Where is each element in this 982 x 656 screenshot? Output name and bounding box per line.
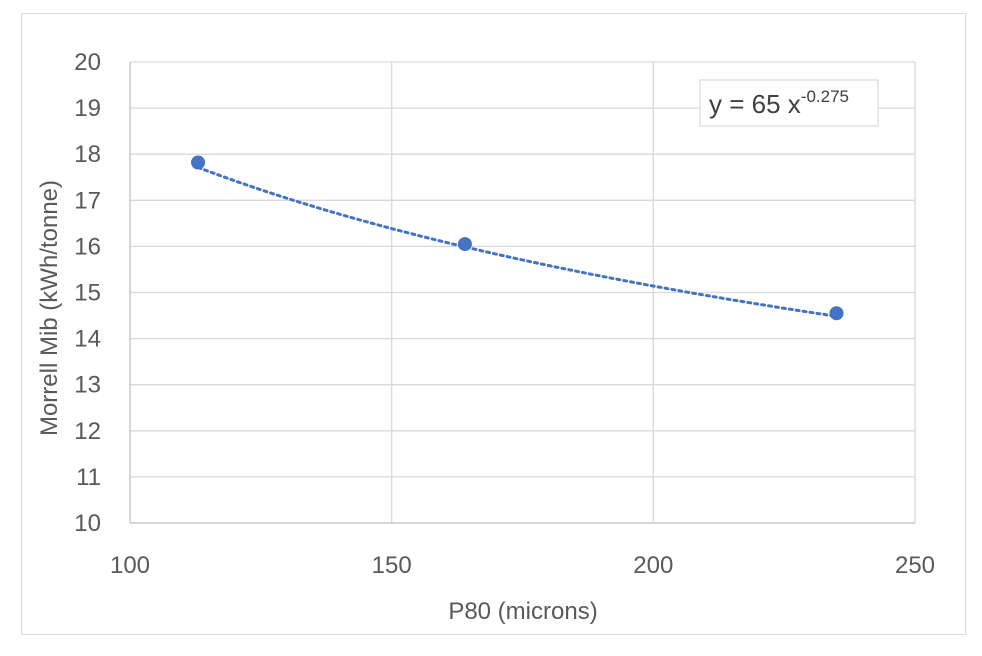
x-tick-label: 200	[633, 552, 673, 579]
x-tick-label: 100	[110, 552, 150, 579]
data-point	[829, 306, 844, 321]
x-tick-label: 250	[895, 552, 935, 579]
y-tick-label: 11	[76, 464, 101, 491]
y-tick-label: 18	[74, 141, 101, 168]
y-tick-label: 16	[74, 233, 101, 260]
y-tick-label: 13	[74, 372, 101, 399]
gridlines	[130, 61, 916, 523]
y-tick-label: 17	[74, 187, 101, 214]
power-trendline	[196, 165, 838, 318]
axes	[129, 62, 915, 524]
tick-labels: 10 11 12 13 14 15 16 17 18 19 20 100 150 200 250	[74, 49, 935, 579]
y-tick-label: 19	[74, 95, 101, 122]
y-tick-label: 20	[74, 49, 101, 76]
x-axis-title: P80 (microns)	[448, 598, 597, 625]
y-tick-label: 12	[74, 418, 101, 445]
trendline-equation: y = 65 x-0.275	[709, 87, 849, 119]
y-tick-label: 15	[74, 280, 101, 307]
data-point	[457, 237, 472, 252]
trendline-equation-box: y = 65 x-0.275	[699, 79, 879, 127]
y-axis-title: Morrell Mib (kWh/tonne)	[36, 180, 63, 436]
y-tick-label: 14	[74, 326, 101, 353]
data-point	[191, 155, 206, 170]
trendline-layer	[196, 165, 838, 318]
x-tick-label: 150	[372, 552, 412, 579]
equation-box-border	[699, 79, 879, 127]
y-tick-label: 10	[74, 510, 101, 537]
data-points	[191, 155, 844, 321]
